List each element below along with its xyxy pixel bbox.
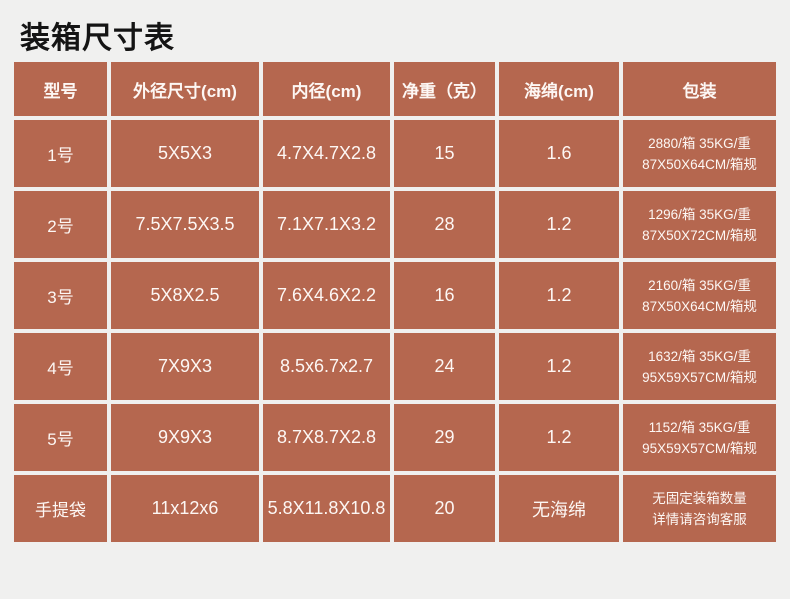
page-title: 装箱尺寸表 xyxy=(20,22,175,55)
cell-net-weight: 24 xyxy=(394,333,495,400)
packing-line-2: 95X59X57CM/箱规 xyxy=(642,369,757,385)
cell-model: 5号 xyxy=(14,404,107,471)
header-net-weight: 净重（克） xyxy=(394,62,495,116)
cell-outer-size: 7.5X7.5X3.5 xyxy=(111,191,259,258)
packing-line-2: 87X50X64CM/箱规 xyxy=(642,298,757,314)
cell-sponge: 1.6 xyxy=(499,120,619,187)
packing-line-1: 1632/箱 35KG/重 xyxy=(648,348,751,364)
header-sponge: 海绵(cm) xyxy=(499,62,619,116)
cell-packing: 1632/箱 35KG/重 95X59X57CM/箱规 xyxy=(623,333,776,400)
cell-sponge: 1.2 xyxy=(499,404,619,471)
cell-packing: 无固定装箱数量 详情请咨询客服 xyxy=(623,475,776,542)
cell-inner-size: 5.8X11.8X10.8 xyxy=(263,475,390,542)
table-row: 3号 5X8X2.5 7.6X4.6X2.2 16 1.2 2160/箱 35K… xyxy=(14,262,776,329)
packing-line-2: 95X59X57CM/箱规 xyxy=(642,440,757,456)
packing-line-1: 2160/箱 35KG/重 xyxy=(648,277,751,293)
cell-packing: 2160/箱 35KG/重 87X50X64CM/箱规 xyxy=(623,262,776,329)
cell-sponge: 无海绵 xyxy=(499,475,619,542)
cell-packing: 1152/箱 35KG/重 95X59X57CM/箱规 xyxy=(623,404,776,471)
cell-sponge: 1.2 xyxy=(499,191,619,258)
cell-net-weight: 28 xyxy=(394,191,495,258)
cell-outer-size: 5X8X2.5 xyxy=(111,262,259,329)
cell-inner-size: 7.6X4.6X2.2 xyxy=(263,262,390,329)
header-outer-size: 外径尺寸(cm) xyxy=(111,62,259,116)
cell-sponge: 1.2 xyxy=(499,333,619,400)
cell-inner-size: 4.7X4.7X2.8 xyxy=(263,120,390,187)
packing-line-1: 无固定装箱数量 xyxy=(652,490,747,506)
cell-net-weight: 20 xyxy=(394,475,495,542)
cell-inner-size: 8.7X8.7X2.8 xyxy=(263,404,390,471)
cell-outer-size: 5X5X3 xyxy=(111,120,259,187)
cell-net-weight: 16 xyxy=(394,262,495,329)
cell-model: 1号 xyxy=(14,120,107,187)
cell-model: 3号 xyxy=(14,262,107,329)
packing-line-1: 1296/箱 35KG/重 xyxy=(648,206,751,222)
cell-sponge: 1.2 xyxy=(499,262,619,329)
packing-line-1: 1152/箱 35KG/重 xyxy=(648,419,751,435)
packing-line-2: 87X50X72CM/箱规 xyxy=(642,227,757,243)
cell-outer-size: 11x12x6 xyxy=(111,475,259,542)
cell-net-weight: 29 xyxy=(394,404,495,471)
cell-model: 4号 xyxy=(14,333,107,400)
table-row: 5号 9X9X3 8.7X8.7X2.8 29 1.2 1152/箱 35KG/… xyxy=(14,404,776,471)
cell-packing: 2880/箱 35KG/重 87X50X64CM/箱规 xyxy=(623,120,776,187)
packing-line-1: 2880/箱 35KG/重 xyxy=(648,135,751,151)
cell-net-weight: 15 xyxy=(394,120,495,187)
cell-inner-size: 8.5x6.7x2.7 xyxy=(263,333,390,400)
cell-outer-size: 7X9X3 xyxy=(111,333,259,400)
header-model: 型号 xyxy=(14,62,107,116)
cell-model: 手提袋 xyxy=(14,475,107,542)
cell-packing: 1296/箱 35KG/重 87X50X72CM/箱规 xyxy=(623,191,776,258)
cell-inner-size: 7.1X7.1X3.2 xyxy=(263,191,390,258)
table-row: 手提袋 11x12x6 5.8X11.8X10.8 20 无海绵 无固定装箱数量… xyxy=(14,475,776,542)
header-inner-size: 内径(cm) xyxy=(263,62,390,116)
cell-model: 2号 xyxy=(14,191,107,258)
table-header-row: 型号 外径尺寸(cm) 内径(cm) 净重（克） 海绵(cm) 包装 xyxy=(14,62,776,116)
table-row: 4号 7X9X3 8.5x6.7x2.7 24 1.2 1632/箱 35KG/… xyxy=(14,333,776,400)
cell-outer-size: 9X9X3 xyxy=(111,404,259,471)
packing-size-table: 型号 外径尺寸(cm) 内径(cm) 净重（克） 海绵(cm) 包装 1号 5X… xyxy=(14,62,776,542)
table-row: 1号 5X5X3 4.7X4.7X2.8 15 1.6 2880/箱 35KG/… xyxy=(14,120,776,187)
header-packing: 包装 xyxy=(623,62,776,116)
packing-line-2: 详情请咨询客服 xyxy=(652,511,747,527)
table-row: 2号 7.5X7.5X3.5 7.1X7.1X3.2 28 1.2 1296/箱… xyxy=(14,191,776,258)
packing-line-2: 87X50X64CM/箱规 xyxy=(642,156,757,172)
